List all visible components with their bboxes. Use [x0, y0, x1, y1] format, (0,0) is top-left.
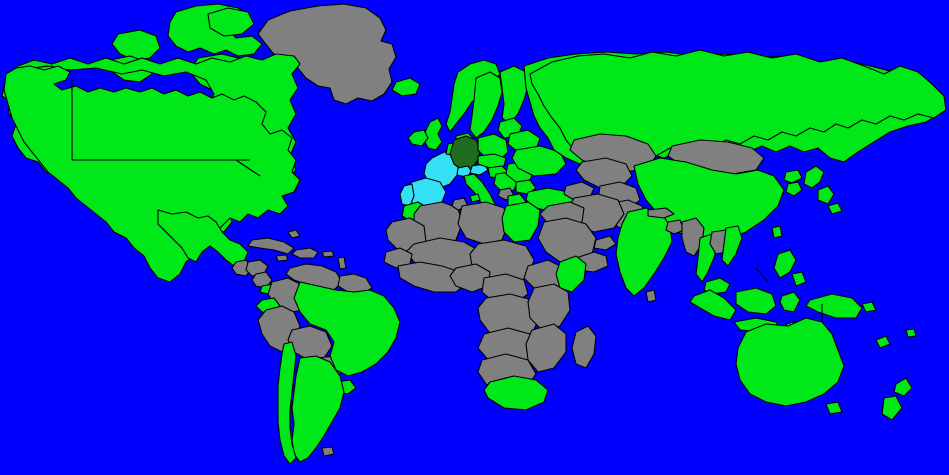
country-south-korea[interactable]: [786, 182, 802, 196]
country-indonesia-sulawesi[interactable]: [780, 292, 800, 312]
country-somalia[interactable]: [556, 256, 586, 292]
island-tasmania[interactable]: [826, 402, 842, 414]
country-indonesia-borneo[interactable]: [736, 288, 776, 314]
country-taiwan[interactable]: [772, 226, 782, 238]
country-canada-island-ellesmere[interactable]: [208, 8, 254, 36]
country-bangladesh[interactable]: [666, 220, 684, 234]
country-jamaica[interactable]: [276, 255, 288, 261]
country-australia[interactable]: [736, 318, 844, 406]
country-finland[interactable]: [500, 66, 528, 124]
country-chile[interactable]: [278, 342, 296, 464]
country-argentina[interactable]: [292, 356, 344, 462]
country-mozambique-zimbabwe[interactable]: [526, 324, 566, 372]
island-solomon[interactable]: [862, 302, 876, 312]
country-uae[interactable]: [594, 236, 616, 250]
country-libya[interactable]: [458, 202, 508, 244]
internal-borders: [72, 78, 822, 322]
country-ireland[interactable]: [408, 130, 428, 146]
country-myanmar[interactable]: [682, 218, 704, 256]
island-bahamas[interactable]: [288, 230, 300, 238]
country-germany[interactable]: [450, 136, 480, 170]
country-poland[interactable]: [478, 134, 508, 160]
country-sweden[interactable]: [470, 72, 502, 138]
country-philippines[interactable]: [774, 250, 806, 286]
country-canada-island-victoria[interactable]: [112, 30, 160, 60]
country-vietnam[interactable]: [722, 226, 742, 266]
country-nigeria[interactable]: [450, 264, 490, 292]
country-puerto-rico[interactable]: [322, 251, 334, 257]
country-indonesia-sumatra[interactable]: [690, 290, 736, 320]
country-iceland[interactable]: [392, 78, 420, 96]
country-japan[interactable]: [804, 166, 842, 214]
landmass-north-america[interactable]: [4, 66, 300, 282]
country-new-zealand[interactable]: [882, 378, 912, 420]
island-falklands[interactable]: [322, 447, 334, 456]
country-hispaniola[interactable]: [292, 248, 318, 258]
country-brazil[interactable]: [294, 282, 400, 376]
country-papua-new-guinea[interactable]: [806, 294, 862, 318]
country-sri-lanka[interactable]: [646, 290, 656, 302]
country-south-africa[interactable]: [484, 376, 548, 410]
country-madagascar[interactable]: [572, 326, 596, 368]
country-egypt[interactable]: [502, 202, 540, 242]
country-greenland[interactable]: [258, 4, 396, 104]
island-lesser-antilles[interactable]: [338, 257, 346, 269]
country-ukraine[interactable]: [512, 146, 566, 176]
country-nepal-bhutan[interactable]: [648, 208, 674, 218]
country-kenya-tanzania[interactable]: [528, 284, 570, 330]
country-czechia-slovakia[interactable]: [478, 154, 506, 168]
island-new-caledonia[interactable]: [876, 336, 890, 348]
country-cuba[interactable]: [248, 238, 294, 254]
island-fiji[interactable]: [906, 329, 916, 337]
country-north-korea[interactable]: [784, 170, 802, 183]
